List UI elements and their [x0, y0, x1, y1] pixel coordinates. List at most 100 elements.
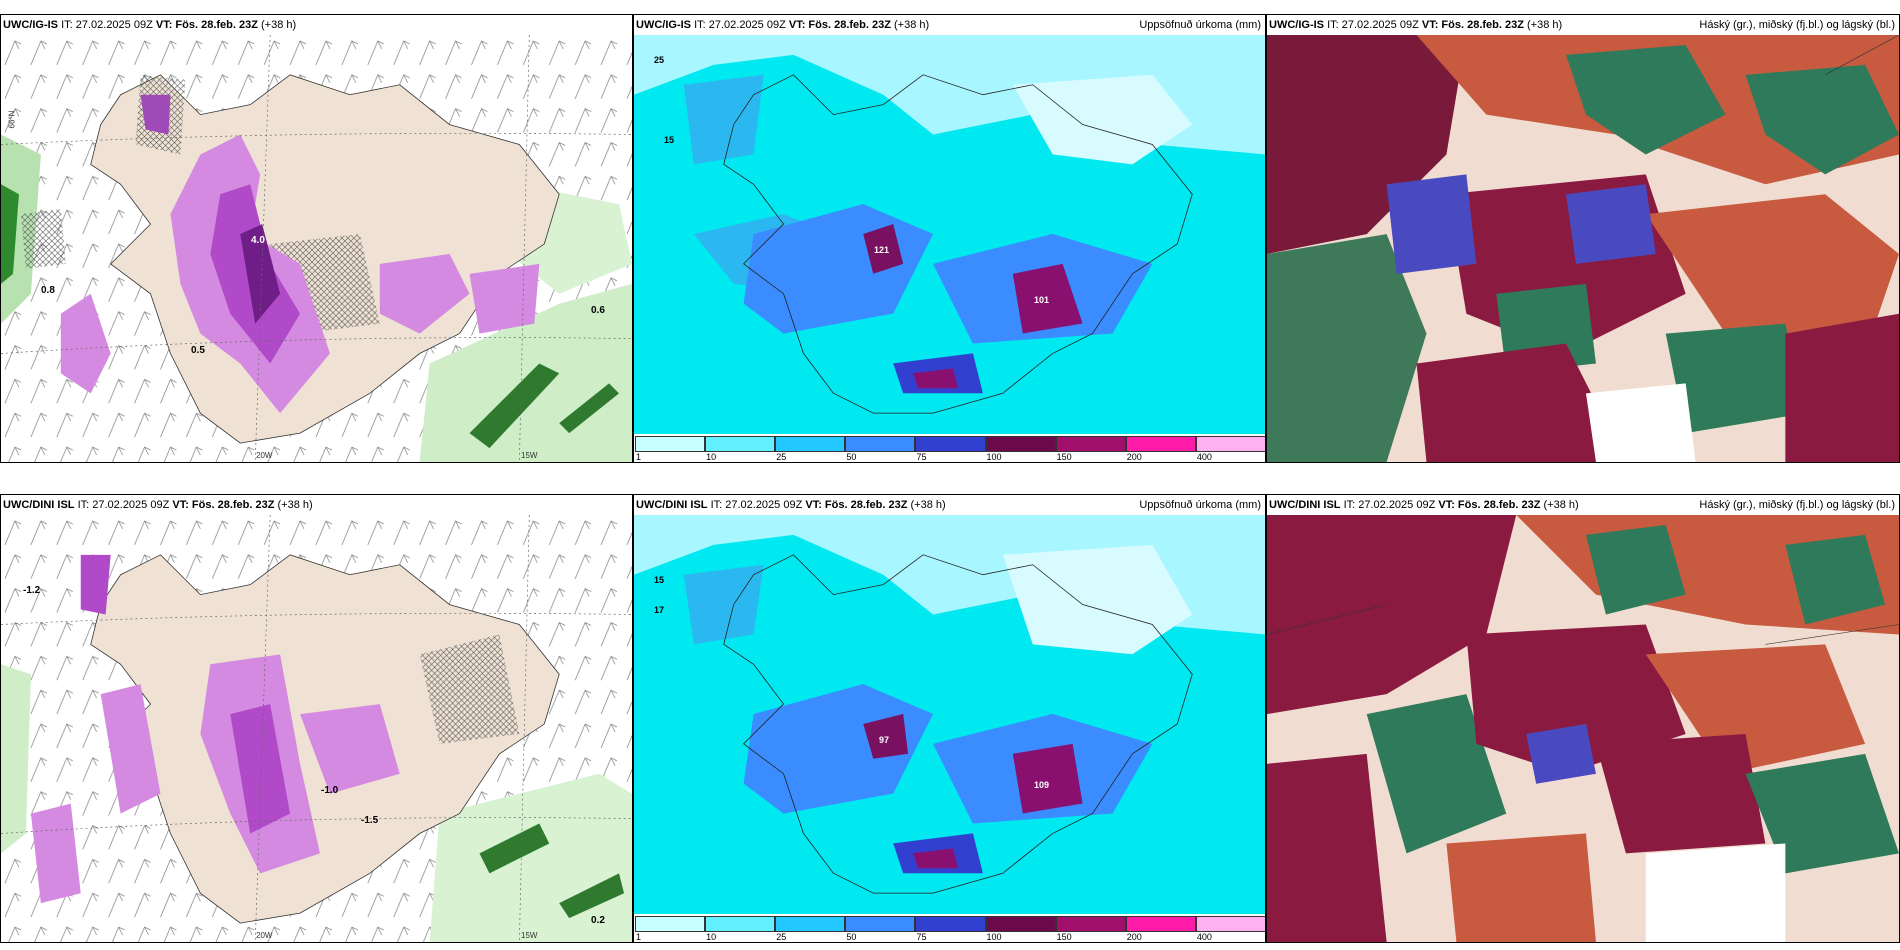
colorbar-cell — [845, 916, 916, 932]
init-time: IT: 27.02.2025 09Z — [61, 19, 153, 31]
colorbar-cell — [1125, 436, 1196, 452]
valid-time: VT: Fös. 28.feb. 23Z — [805, 499, 908, 511]
init-time: IT: 27.02.2025 09Z — [77, 499, 170, 511]
lon-label: 20W — [256, 451, 273, 460]
lon-label: 15W — [521, 451, 538, 460]
colorbar-cell — [1055, 916, 1126, 932]
colorbar-cell — [985, 436, 1056, 452]
value-label: 0.8 — [41, 285, 55, 296]
value-label: 15 — [664, 135, 675, 145]
lon-label: 15W — [521, 931, 538, 940]
value-label: -1.5 — [361, 815, 379, 826]
valid-time: VT: Fös. 28.feb. 23Z — [1421, 19, 1524, 31]
panel-cloud-top: UWC/IG-IS IT: 27.02.2025 09Z VT: Fös. 28… — [1266, 14, 1900, 463]
valid-time: VT: Fös. 28.feb. 23Z — [1438, 499, 1541, 511]
lead-time: (+38 h) — [1527, 19, 1563, 31]
panel-cloud-bottom: UWC/DINI ISL IT: 27.02.2025 09Z VT: Fös.… — [1266, 494, 1900, 943]
panel-precip-bottom: UWC/DINI ISL IT: 27.02.2025 09Z VT: Fös.… — [633, 494, 1266, 943]
colorbar-cell — [775, 436, 846, 452]
init-time: IT: 27.02.2025 09Z — [694, 19, 786, 31]
colorbar-label: 150 — [1056, 452, 1072, 462]
model-name: UWC/IG-IS — [1269, 19, 1324, 31]
panel-header: UWC/IG-IS IT: 27.02.2025 09Z VT: Fös. 28… — [1, 15, 632, 35]
colorbar-label: 200 — [1126, 452, 1142, 462]
value-label: 15 — [654, 575, 665, 585]
colorbar-cell — [1195, 916, 1265, 932]
value-label: 17 — [654, 605, 665, 615]
lat-label: 66°N — [7, 110, 17, 129]
colorbar-label: 75 — [916, 452, 927, 462]
model-name: UWC/IG-IS — [636, 19, 691, 31]
colorbar-label: 10 — [706, 452, 717, 462]
colorbar-cell — [985, 916, 1056, 932]
colorbar-cell — [915, 436, 986, 452]
colorbar-cell — [1055, 436, 1126, 452]
colorbar-label: 200 — [1126, 932, 1142, 942]
colorbar-cell — [635, 916, 706, 932]
colorbar-label: 400 — [1196, 932, 1212, 942]
value-label: -1.2 — [23, 585, 41, 596]
colorbar: 1 10 25 50 75 100 150 200 400 — [634, 434, 1265, 462]
cloud-map — [1267, 515, 1899, 942]
cloud-title: Háský (gr.), miðský (fj.bl.) og lágský (… — [1699, 19, 1895, 31]
precip-title: Uppsöfnuð úrkoma (mm) — [1139, 19, 1261, 31]
lead-time: (+38 h) — [277, 499, 313, 511]
panel-precip-top: UWC/IG-IS IT: 27.02.2025 09Z VT: Fös. 28… — [633, 14, 1266, 463]
precip-map: 15 17 109 97 — [634, 515, 1265, 914]
valid-time: VT: Fös. 28.feb. 23Z — [788, 19, 891, 31]
colorbar-label: 50 — [846, 452, 857, 462]
value-label: 25 — [654, 55, 665, 65]
model-name: UWC/DINI ISL — [1269, 499, 1341, 511]
colorbar-label: 25 — [776, 452, 787, 462]
cloud-title: Háský (gr.), miðský (fj.bl.) og lágský (… — [1699, 499, 1895, 511]
colorbar-cell — [705, 436, 776, 452]
value-label: 0.5 — [191, 345, 205, 356]
colorbar: 1 10 25 50 75 100 150 200 400 — [634, 914, 1265, 942]
colorbar-label: 75 — [916, 932, 927, 942]
precip-title: Uppsöfnuð úrkoma (mm) — [1139, 499, 1261, 511]
colorbar-cell — [705, 916, 776, 932]
valid-time: VT: Fös. 28.feb. 23Z — [155, 19, 258, 31]
colorbar-cell — [1125, 916, 1196, 932]
colorbar-label: 100 — [986, 932, 1002, 942]
lead-time: (+38 h) — [1543, 499, 1579, 511]
panel-wind-top: UWC/IG-IS IT: 27.02.2025 09Z VT: Fös. 28… — [0, 14, 633, 463]
init-time: IT: 27.02.2025 09Z — [710, 499, 803, 511]
lead-time: (+38 h) — [261, 19, 297, 31]
lon-label: 20W — [256, 931, 273, 940]
value-label: -1.0 — [321, 785, 339, 796]
value-label: 101 — [1034, 295, 1050, 305]
cloud-map — [1267, 35, 1899, 462]
colorbar-label: 10 — [706, 932, 717, 942]
lead-time: (+38 h) — [894, 19, 930, 31]
colorbar-label: 400 — [1196, 452, 1212, 462]
colorbar-label: 50 — [846, 932, 857, 942]
value-label: 0.2 — [591, 915, 605, 926]
panel-header: UWC/DINI ISL IT: 27.02.2025 09Z VT: Fös.… — [1267, 495, 1899, 515]
colorbar-cell — [1195, 436, 1265, 452]
model-name: UWC/DINI ISL — [636, 499, 708, 511]
valid-time: VT: Fös. 28.feb. 23Z — [172, 499, 275, 511]
colorbar-cell — [775, 916, 846, 932]
panel-header: UWC/DINI ISL IT: 27.02.2025 09Z VT: Fös.… — [634, 495, 1265, 515]
wind-map: 20W 15W -1.2 -1.5 -1.0 0.2 — [1, 515, 632, 942]
colorbar-label: 25 — [776, 932, 787, 942]
value-label: 109 — [1034, 780, 1050, 790]
wind-map: 66°N 20W 15W 0.8 4.0 0.5 0.6 — [1, 35, 632, 462]
colorbar-label: 150 — [1056, 932, 1072, 942]
colorbar-label: 100 — [986, 452, 1002, 462]
model-name: UWC/IG-IS — [3, 19, 58, 31]
value-label: 97 — [879, 735, 890, 745]
lead-time: (+38 h) — [910, 499, 946, 511]
colorbar-label: 1 — [636, 452, 642, 462]
panel-wind-bottom: UWC/DINI ISL IT: 27.02.2025 09Z VT: Fös.… — [0, 494, 633, 943]
model-name: UWC/DINI ISL — [3, 499, 75, 511]
panel-header: UWC/DINI ISL IT: 27.02.2025 09Z VT: Fös.… — [1, 495, 632, 515]
panel-header: UWC/IG-IS IT: 27.02.2025 09Z VT: Fös. 28… — [1267, 15, 1899, 35]
colorbar-cell — [915, 916, 986, 932]
value-label: 4.0 — [251, 235, 265, 246]
colorbar-cell — [635, 436, 706, 452]
init-time: IT: 27.02.2025 09Z — [1327, 19, 1419, 31]
value-label: 121 — [874, 245, 890, 255]
colorbar-cell — [845, 436, 916, 452]
